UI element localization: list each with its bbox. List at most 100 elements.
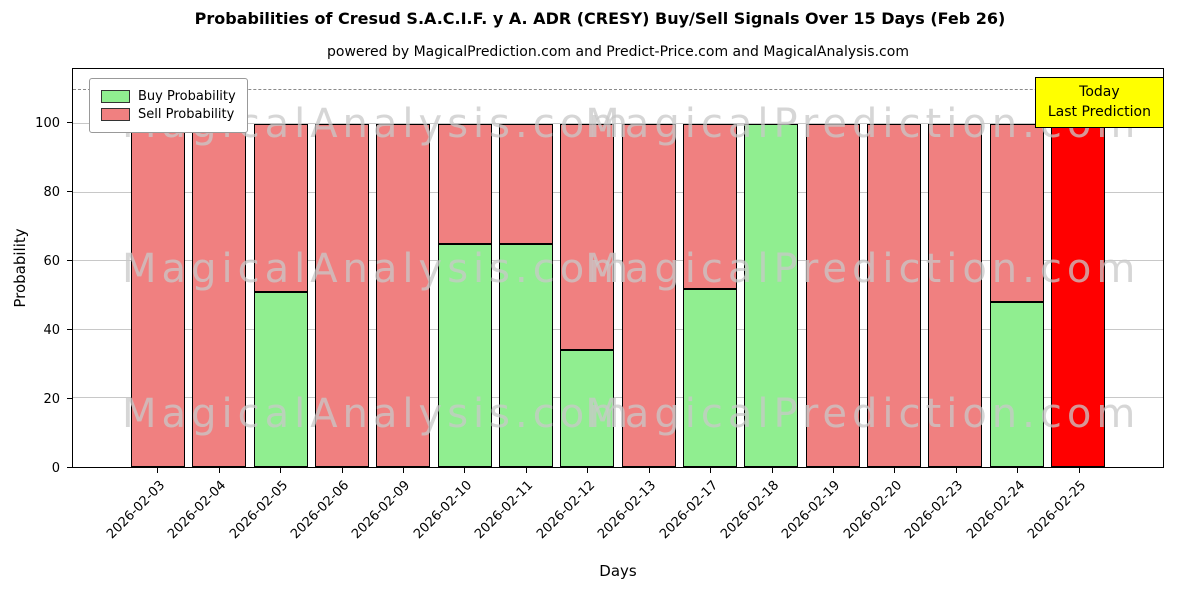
bar-2026-02-18 (744, 69, 799, 467)
x-tick-mark (648, 468, 650, 473)
annotation-line-1: Today (1079, 84, 1120, 100)
buy-segment (989, 302, 1044, 467)
bar-2026-02-17 (682, 69, 737, 467)
gridline (73, 191, 1163, 193)
x-tick-label: 2026-02-03 (103, 478, 168, 543)
buy-segment (682, 288, 737, 467)
plot-area: MagicalAnalysis.com MagicalPrediction.com… (72, 68, 1164, 468)
bar-2026-02-10 (437, 69, 492, 467)
x-tick-label: 2026-02-18 (718, 478, 783, 543)
legend-swatch-sell-icon (101, 108, 130, 121)
y-tick-label: 100 (35, 116, 60, 132)
x-tick-mark (771, 468, 773, 473)
buy-segment (253, 292, 308, 467)
x-tick-label: 2026-02-10 (410, 478, 476, 543)
legend-item-sell: Sell Probability (101, 107, 236, 122)
x-tick-mark (341, 468, 343, 473)
y-tick-mark (67, 398, 72, 400)
x-tick-label: 2026-02-17 (656, 478, 721, 543)
sell-segment (866, 123, 921, 467)
x-ticks (127, 468, 1110, 568)
x-tick-mark (464, 468, 466, 473)
x-tick-mark (832, 468, 834, 473)
sell-segment (928, 123, 983, 467)
x-axis-title: Days (599, 562, 637, 580)
today-annotation: Today Last Prediction (1034, 77, 1164, 129)
x-tick-mark (587, 468, 589, 473)
bar-2026-02-12 (560, 69, 615, 467)
x-tick-label: 2026-02-24 (963, 478, 1028, 543)
y-tick-mark (67, 122, 72, 124)
x-tick-labels: 2026-02-03 2026-02-04 2026-02-05 2026-02-06… (104, 468, 1110, 568)
bar-2026-02-25 (1050, 69, 1105, 467)
y-tick-label: 20 (43, 392, 60, 408)
x-tick-label: 2026-02-19 (779, 478, 844, 543)
x-tick-label: 2026-02-09 (349, 478, 414, 543)
dashed-threshold-line (73, 88, 1163, 90)
x-tick-mark (1017, 468, 1019, 473)
sell-segment (499, 123, 553, 244)
bars-layer (128, 69, 1109, 467)
legend-swatch-buy-icon (101, 90, 130, 103)
x-tick-label: 2026-02-25 (1025, 478, 1090, 543)
bar-2026-02-03 (131, 69, 186, 467)
legend: Buy Probability Sell Probability (89, 78, 248, 133)
x-tick-label: 2026-02-12 (533, 478, 598, 543)
sell-segment (805, 123, 860, 467)
sell-segment (560, 123, 615, 351)
gridline (73, 397, 1163, 399)
y-tick-mark (67, 191, 72, 193)
x-tick-mark (955, 468, 957, 473)
x-tick-label: 2026-02-20 (840, 478, 906, 543)
x-tick-label: 2026-02-23 (902, 478, 967, 543)
annotation-line-2: Last Prediction (1047, 103, 1151, 120)
y-tick-mark (67, 329, 72, 331)
y-tick-label: 80 (43, 185, 60, 201)
gridline (73, 122, 1163, 124)
x-tick-mark (894, 468, 896, 473)
sell-segment (989, 123, 1044, 303)
sell-segment (621, 123, 676, 467)
chart-title: Probabilities of Cresud S.A.C.I.F. y A. … (194, 9, 1006, 28)
y-tick-mark (67, 467, 72, 468)
x-tick-mark (710, 468, 712, 473)
sell-segment (682, 123, 737, 289)
buy-segment (437, 243, 492, 467)
bar-2026-02-23 (928, 69, 983, 467)
gridline (73, 328, 1163, 330)
sell-segment (1050, 123, 1105, 467)
x-tick-label: 2026-02-04 (165, 478, 230, 543)
bar-2026-02-19 (805, 69, 860, 467)
x-tick-label: 2026-02-05 (226, 478, 291, 543)
x-axis: 2026-02-03 2026-02-04 2026-02-05 2026-02-06… (72, 468, 1164, 568)
chart-subtitle: powered by MagicalPrediction.com and Pre… (327, 44, 909, 60)
bar-2026-02-05 (253, 69, 308, 467)
sell-segment (437, 123, 492, 244)
x-tick-mark (280, 468, 282, 473)
sell-segment (192, 123, 247, 467)
legend-label-buy: Buy Probability (138, 89, 236, 104)
legend-label-sell: Sell Probability (138, 107, 235, 122)
buy-segment (560, 350, 615, 467)
bar-2026-02-09 (376, 69, 431, 467)
sell-segment (253, 123, 308, 293)
sell-segment (315, 123, 370, 467)
legend-item-buy: Buy Probability (101, 89, 236, 104)
gridline (73, 260, 1163, 262)
y-tick-label: 60 (43, 254, 60, 270)
sell-segment (131, 123, 186, 467)
buy-segment (744, 123, 799, 467)
y-tick-label: 0 (51, 461, 60, 476)
y-axis: 0 20 40 60 80 100 (0, 68, 72, 476)
bar-2026-02-24 (989, 69, 1044, 467)
bar-2026-02-20 (866, 69, 921, 467)
x-tick-label: 2026-02-06 (288, 478, 353, 543)
bar-2026-02-04 (192, 69, 247, 467)
x-tick-mark (157, 468, 159, 473)
x-tick-mark (525, 468, 527, 473)
x-tick-mark (1078, 468, 1080, 473)
y-tick-mark (67, 260, 72, 262)
bar-2026-02-13 (621, 69, 676, 467)
bar-2026-02-11 (499, 69, 553, 467)
